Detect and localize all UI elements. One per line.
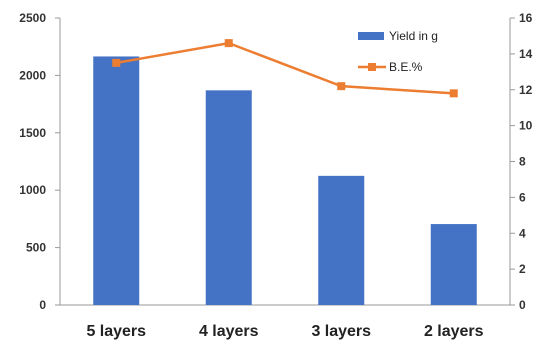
bar [93,56,140,305]
line-marker [224,39,233,48]
line-marker [449,89,458,98]
legend-label-line: B.E.% [389,60,423,74]
bar-series [93,56,477,305]
line-marker [337,82,346,91]
left-tick-label: 0 [39,298,46,312]
category-labels: 5 layers 4 layers 3 layers 2 layers [86,323,483,340]
left-tick-label: 500 [26,241,46,255]
bar [430,224,477,305]
right-tick-label: 8 [519,155,526,169]
category-label: 4 layers [199,323,259,340]
right-tick-label: 2 [519,262,526,276]
left-tick-label: 1500 [19,126,46,140]
legend-swatch-marker [368,63,376,71]
legend-swatch-bar [358,32,384,40]
right-tick-label: 10 [519,119,533,133]
right-tick-label: 6 [519,190,526,204]
category-label: 3 layers [311,323,371,340]
category-label: 2 layers [424,323,484,340]
right-tick-label: 12 [519,83,533,97]
category-label: 5 layers [86,323,146,340]
legend: Yield in g B.E.% [358,29,438,74]
right-tick-label: 4 [519,226,526,240]
right-axis-ticks: 0 2 4 6 8 10 12 14 16 [510,11,533,312]
left-tick-label: 1000 [19,183,46,197]
right-tick-label: 16 [519,11,533,25]
left-axis-ticks: 0 500 1000 1500 2000 2500 [19,11,60,312]
line-marker [112,58,121,67]
bar [205,90,252,305]
line-series [112,39,458,98]
left-tick-label: 2500 [19,11,46,25]
bar [318,175,365,305]
right-tick-label: 14 [519,47,533,61]
left-tick-label: 2000 [19,68,46,82]
right-tick-label: 0 [519,298,526,312]
legend-label-bar: Yield in g [389,29,438,43]
line-path [116,41,454,95]
